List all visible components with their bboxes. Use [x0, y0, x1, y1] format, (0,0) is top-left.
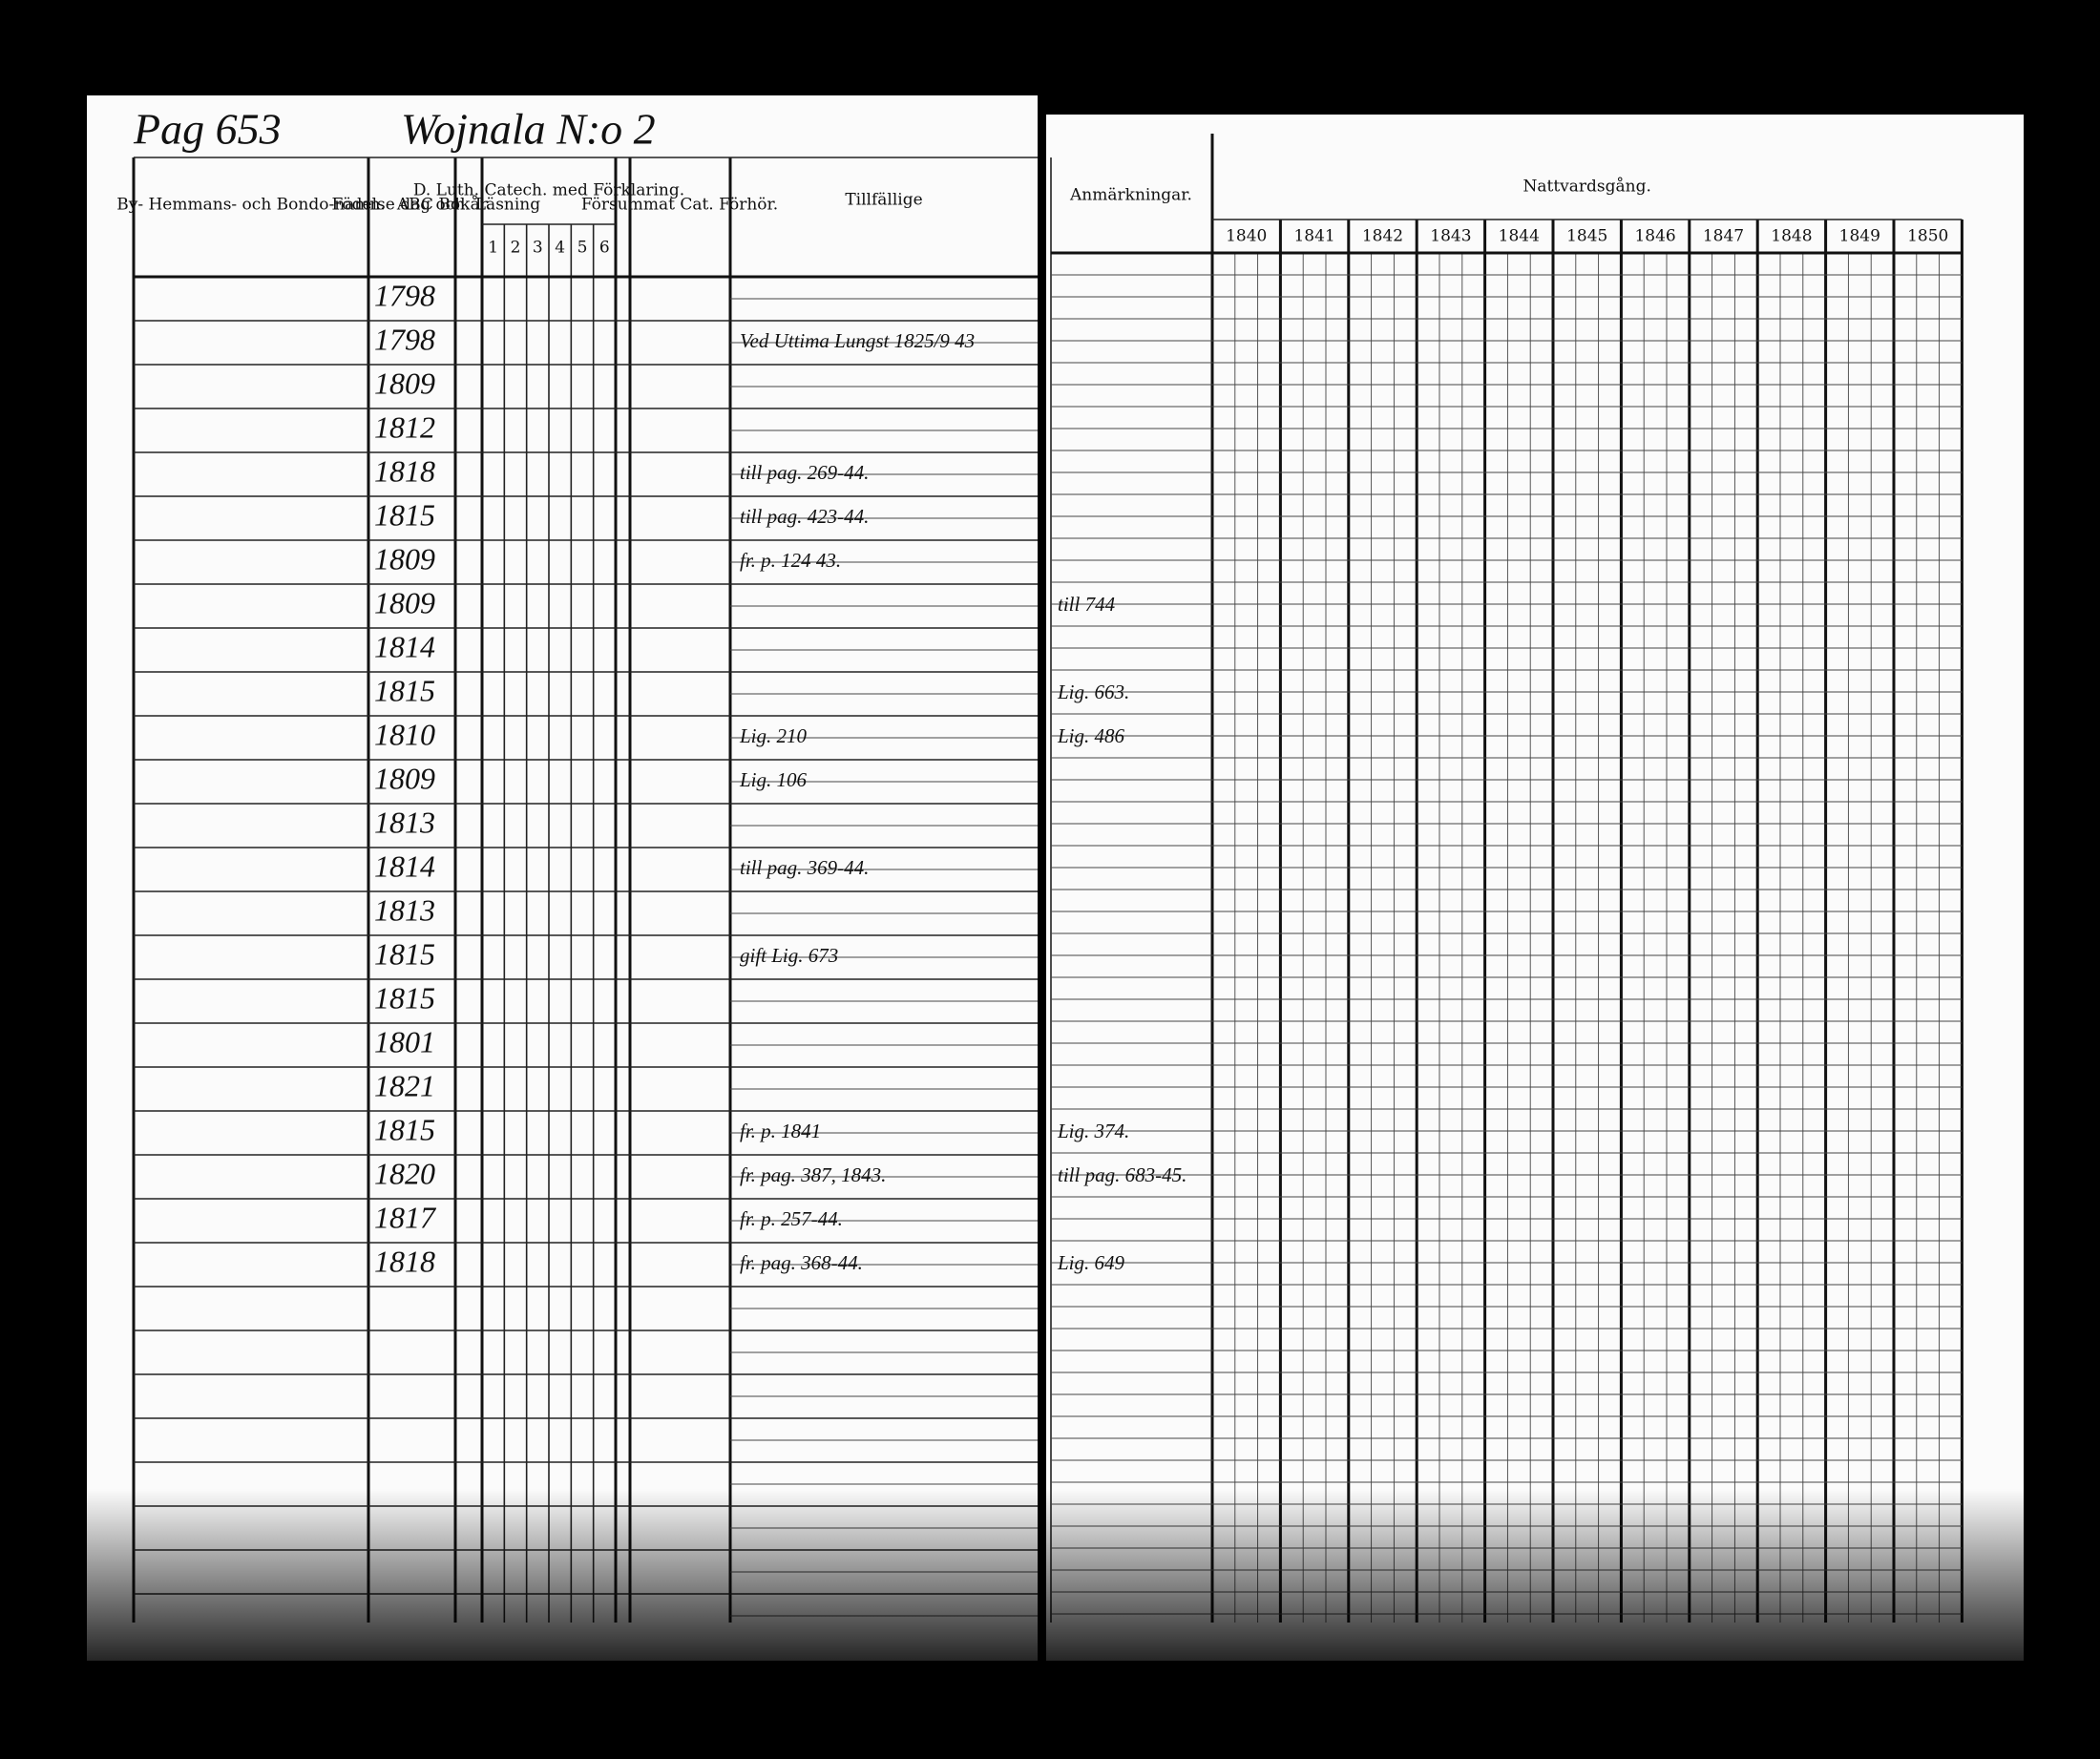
- birth-year: 1809: [374, 585, 435, 619]
- text-layer: Pag 653 Wojnala N:o 2 By- Hemmans- och Bon…: [116, 105, 1948, 1279]
- birth-year: 1813: [374, 805, 435, 839]
- birth-year: 1809: [374, 761, 435, 795]
- column-number: 3: [533, 239, 543, 258]
- birth-year: 1810: [374, 717, 435, 751]
- remark: Lig. 374.: [1057, 1120, 1129, 1142]
- year-head: 1842: [1362, 227, 1403, 246]
- birth-year: 1798: [374, 278, 435, 312]
- remark: till pag. 683-45.: [1058, 1163, 1186, 1186]
- birth-year: 1809: [374, 366, 435, 400]
- birth-year: 1818: [374, 1244, 435, 1278]
- note: fr. pag. 387, 1843.: [740, 1163, 886, 1186]
- birth-year: 1812: [374, 409, 435, 444]
- column-head: Nattvardsgång.: [1522, 178, 1650, 197]
- year-head: 1849: [1839, 227, 1880, 246]
- birth-year: 1820: [374, 1156, 435, 1190]
- place-name: Wojnala N:o 2: [401, 105, 656, 154]
- birth-year: 1815: [374, 980, 435, 1015]
- column-number: 5: [578, 239, 588, 258]
- column-head: D. Luth. Catech. med Förklaring.: [413, 181, 684, 200]
- right-page: [1046, 115, 2024, 1661]
- birth-year: 1815: [374, 497, 435, 532]
- note: fr. p. 257-44.: [740, 1207, 843, 1230]
- birth-year: 1798: [374, 322, 435, 356]
- note: Lig. 106: [739, 768, 808, 791]
- column-head: ABC Bok Läsning: [396, 196, 540, 215]
- note: gift Lig. 673: [740, 944, 838, 967]
- note: fr. pag. 368-44.: [740, 1251, 863, 1274]
- column-number: 4: [555, 239, 565, 258]
- birth-year: 1813: [374, 892, 435, 927]
- year-head: 1844: [1499, 227, 1540, 246]
- column-number: 1: [488, 239, 498, 258]
- scan-shadow: [87, 1489, 2025, 1661]
- note: Ved Uttima Lungst 1825/9 43: [740, 329, 975, 352]
- year-head: 1843: [1430, 227, 1471, 246]
- birth-year: 1814: [374, 629, 435, 663]
- note: fr. p. 124 43.: [740, 549, 841, 572]
- remark: till 744: [1058, 593, 1116, 616]
- note: till pag. 269-44.: [740, 461, 869, 484]
- birth-year: 1815: [374, 936, 435, 971]
- birth-year: 1818: [374, 453, 435, 488]
- remark: Lig. 486: [1057, 724, 1125, 747]
- birth-year: 1801: [374, 1024, 435, 1058]
- left-page: [87, 95, 1038, 1661]
- year-head: 1848: [1771, 227, 1812, 246]
- year-head: 1846: [1634, 227, 1675, 246]
- column-head: By- Hemmans- och Bondo-namn.: [116, 196, 386, 215]
- year-head: 1845: [1566, 227, 1607, 246]
- note: fr. p. 1841: [740, 1120, 821, 1142]
- year-head: 1847: [1703, 227, 1744, 246]
- birth-year: 1821: [374, 1068, 435, 1102]
- note: till pag. 423-44.: [740, 505, 869, 528]
- year-head: 1841: [1293, 227, 1334, 246]
- column-head: Försummat Cat. Förhör.: [581, 196, 778, 215]
- birth-year: 1809: [374, 541, 435, 576]
- page-number: Pag 653: [133, 105, 282, 154]
- year-head: 1850: [1907, 227, 1948, 246]
- birth-year: 1814: [374, 848, 435, 883]
- remark: Lig. 649: [1057, 1251, 1125, 1274]
- column-head: Anmärkningar.: [1069, 186, 1192, 205]
- column-number: 6: [599, 239, 610, 258]
- remark: Lig. 663.: [1057, 681, 1129, 703]
- column-number: 2: [511, 239, 521, 258]
- birth-year: 1815: [374, 673, 435, 707]
- birth-year: 1817: [374, 1200, 437, 1234]
- column-head: Födelse dag och år.: [332, 196, 492, 215]
- column-head: Tillfällige: [845, 191, 922, 210]
- note: Lig. 210: [739, 724, 808, 747]
- note: till pag. 369-44.: [740, 856, 869, 879]
- birth-year: 1815: [374, 1112, 435, 1146]
- year-head: 1840: [1226, 227, 1267, 246]
